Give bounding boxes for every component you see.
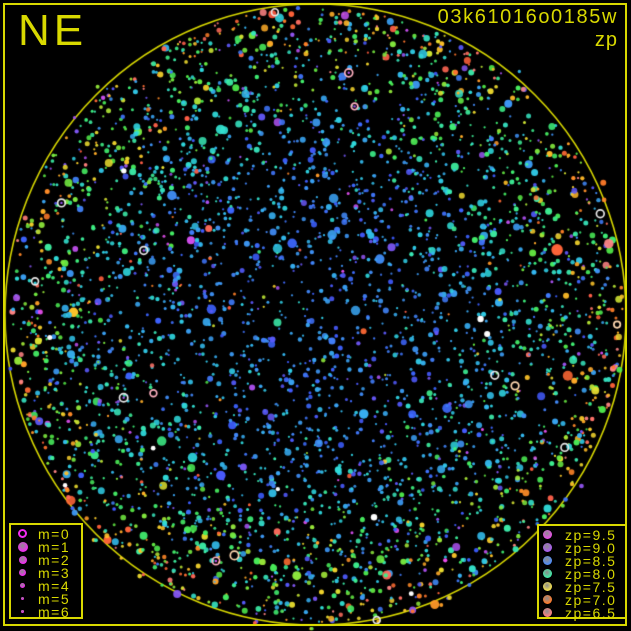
legend-label: m=2: [38, 551, 71, 568]
legend-row: zp=8.5: [539, 552, 625, 569]
legend-label: m=1: [38, 538, 71, 555]
legend-label: m=6: [38, 603, 71, 620]
magnitude-legend: m=0 m=1 m=2 m=3 m=4 m=5 m=6: [9, 523, 83, 620]
legend-label: m=3: [38, 564, 71, 581]
exposure-id-label: 03k61016o0185w: [437, 6, 618, 28]
legend-label: zp=9.5: [565, 526, 617, 543]
colorbar-variable-label: zp: [594, 29, 618, 51]
legend-row: zp=8.0: [539, 565, 625, 582]
dot-marker-icon: [539, 594, 556, 605]
legend-row: zp=7.5: [539, 578, 625, 595]
dot-marker-icon: [539, 607, 556, 618]
title-block: 03k61016o0185w zp: [438, 6, 618, 52]
dot-marker-icon: [11, 569, 34, 576]
dot-marker-icon: [539, 555, 556, 566]
legend-label: m=4: [38, 577, 71, 594]
legend-row: m=1: [11, 538, 81, 555]
legend-row: m=5: [11, 590, 81, 607]
legend-row: m=4: [11, 577, 81, 594]
legend-row: zp=9.5: [539, 526, 625, 543]
zeropoint-legend: zp=9.5 zp=9.0 zp=8.5 zp=8.0 zp=7.5 zp=7.0 zp=6…: [537, 524, 627, 621]
legend-label: m=0: [38, 525, 71, 542]
legend-label: zp=8.5: [565, 552, 617, 569]
dot-marker-icon: [11, 541, 34, 552]
legend-label: zp=7.5: [565, 578, 617, 595]
legend-row: m=0: [11, 525, 81, 542]
dot-marker-icon: [539, 529, 556, 540]
dot-marker-icon: [539, 581, 556, 592]
ring-marker-icon: [11, 529, 34, 538]
dot-marker-icon: [11, 583, 34, 588]
dot-marker-icon: [11, 596, 34, 601]
legend-row: m=2: [11, 551, 81, 568]
dot-marker-icon: [11, 555, 34, 564]
legend-label: zp=6.5: [565, 604, 617, 621]
legend-row: zp=9.0: [539, 539, 625, 556]
legend-label: zp=7.0: [565, 591, 617, 608]
legend-row: m=3: [11, 564, 81, 581]
legend-row: zp=6.5: [539, 604, 625, 621]
dot-marker-icon: [539, 568, 556, 579]
legend-label: m=5: [38, 590, 71, 607]
legend-label: zp=8.0: [565, 565, 617, 582]
field-orientation-label: NE: [18, 6, 88, 55]
legend-row: m=6: [11, 603, 81, 620]
dot-marker-icon: [539, 542, 556, 553]
legend-label: zp=9.0: [565, 539, 617, 556]
legend-row: zp=7.0: [539, 591, 625, 608]
dot-marker-icon: [11, 610, 34, 613]
